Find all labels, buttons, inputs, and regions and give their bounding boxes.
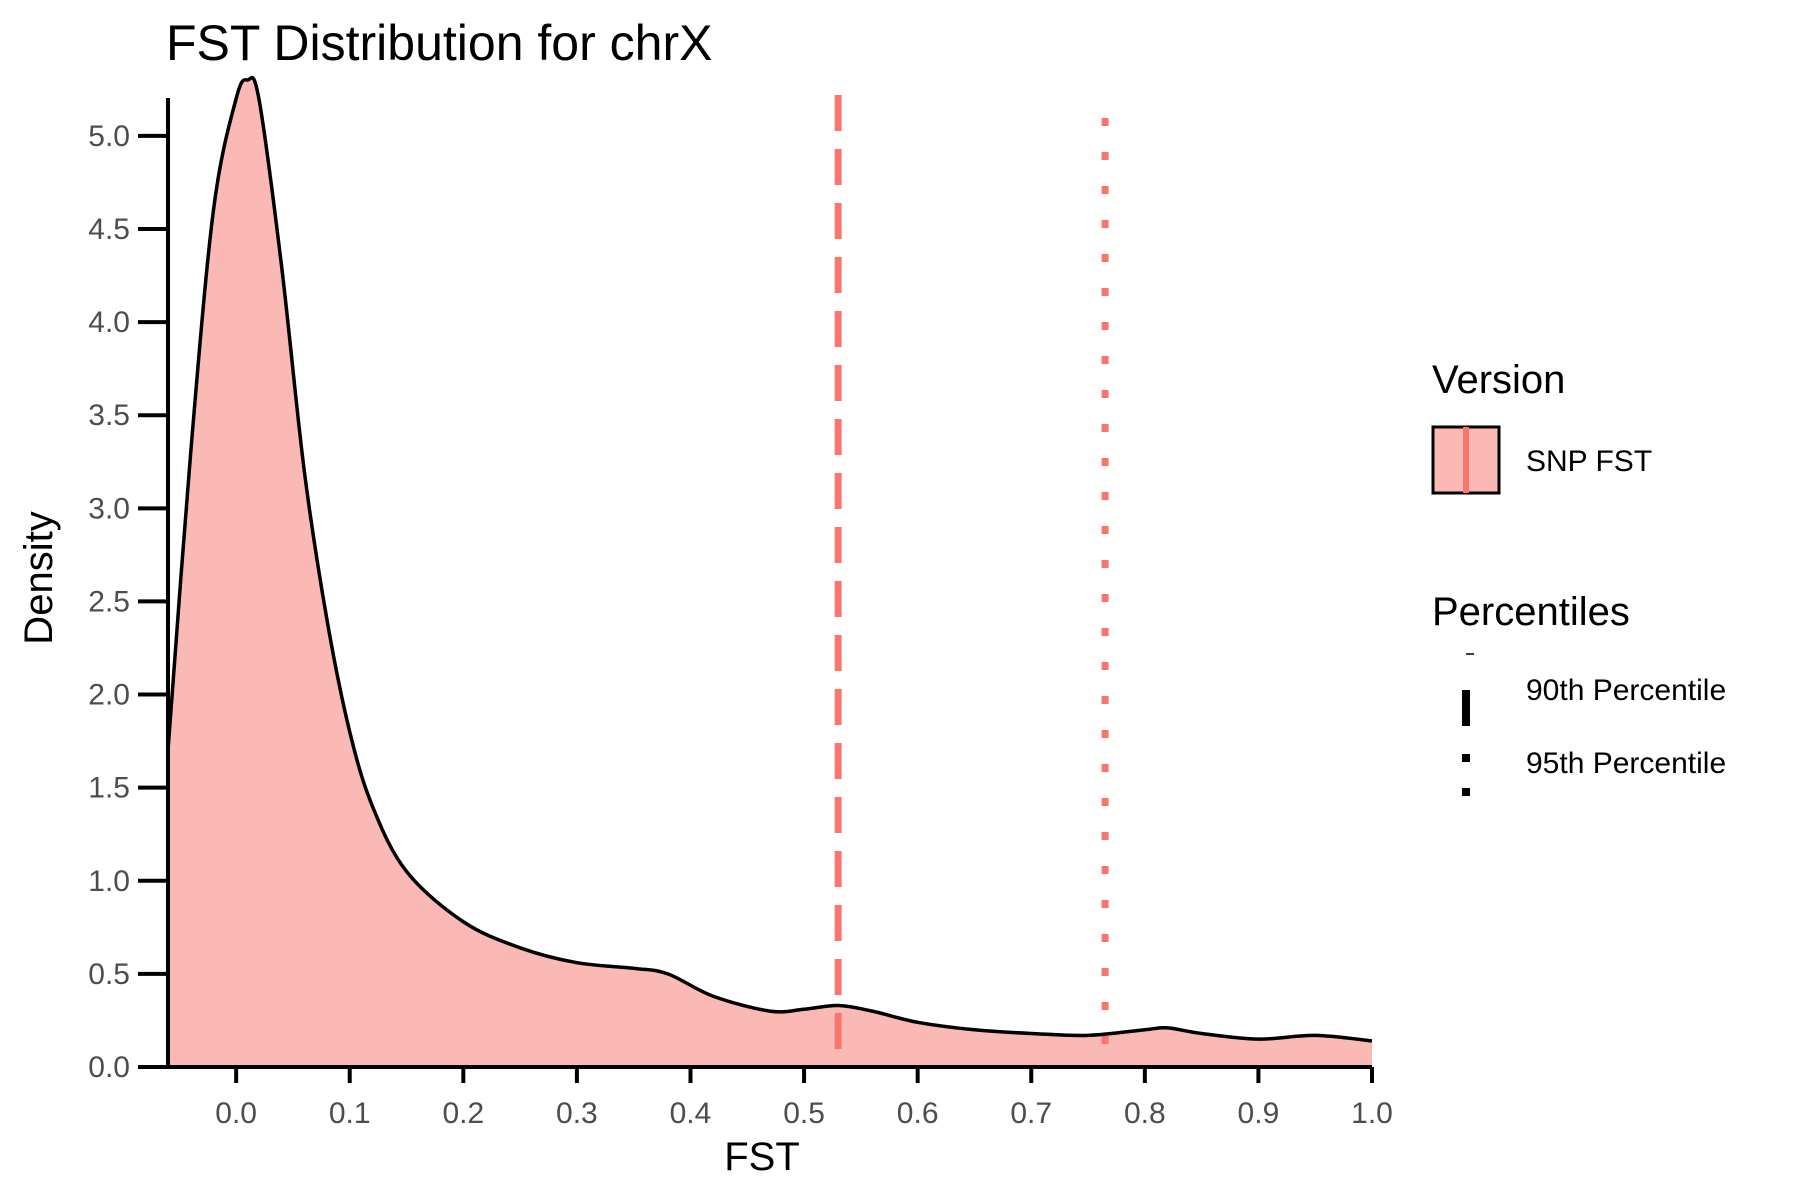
x-tick-label: 0.3 — [556, 1097, 598, 1130]
x-tick-label: 0.1 — [329, 1097, 371, 1130]
y-axis-title: Density — [17, 511, 61, 644]
x-tick-label: 0.5 — [783, 1097, 825, 1130]
y-tick-label: 5.0 — [88, 120, 130, 153]
x-tick-label: 1.0 — [1351, 1097, 1393, 1130]
legend-label-snp-fst: SNP FST — [1526, 445, 1652, 478]
y-tick-label: 3.5 — [88, 399, 130, 432]
legend: Version SNP FST Percentiles 90th Percent… — [1431, 358, 1726, 796]
x-tick-label: 0.2 — [442, 1097, 484, 1130]
x-tick-label: 0.4 — [670, 1097, 712, 1130]
x-tick-label: 0.0 — [215, 1097, 257, 1130]
density-area — [168, 77, 1372, 1068]
y-tick-label: 3.0 — [88, 492, 130, 525]
legend-version-title: Version — [1432, 358, 1565, 402]
x-axis: 0.0 0.1 0.2 0.3 0.4 0.5 0.6 0.7 0.8 0.9 1.0 — [168, 1065, 1393, 1130]
y-tick-label: 2.5 — [88, 585, 130, 618]
y-tick-label: 1.0 — [88, 865, 130, 898]
y-tick-label: 0.0 — [88, 1051, 130, 1084]
x-axis-title: FST — [724, 1135, 800, 1179]
plot-area — [166, 75, 1373, 1068]
y-tick-label: 2.0 — [88, 679, 130, 712]
y-tick-label: 4.0 — [88, 306, 130, 339]
x-tick-label: 0.6 — [897, 1097, 939, 1130]
y-axis: 0.0 0.5 1.0 1.5 2.0 2.5 3.0 3.5 4.0 4.5 5.0 — [88, 98, 170, 1084]
y-tick-label: 0.5 — [88, 958, 130, 991]
x-tick-label: 0.7 — [1010, 1097, 1052, 1130]
y-tick-label: 4.5 — [88, 213, 130, 246]
legend-percentiles-title: Percentiles — [1432, 590, 1630, 634]
density-curve — [166, 75, 1373, 1043]
x-tick-label: 0.8 — [1124, 1097, 1166, 1130]
legend-label-90th: 90th Percentile — [1526, 674, 1726, 707]
chart-title: FST Distribution for chrX — [166, 15, 712, 71]
y-tick-label: 1.5 — [88, 772, 130, 805]
x-tick-label: 0.9 — [1238, 1097, 1280, 1130]
legend-label-95th: 95th Percentile — [1526, 747, 1726, 780]
